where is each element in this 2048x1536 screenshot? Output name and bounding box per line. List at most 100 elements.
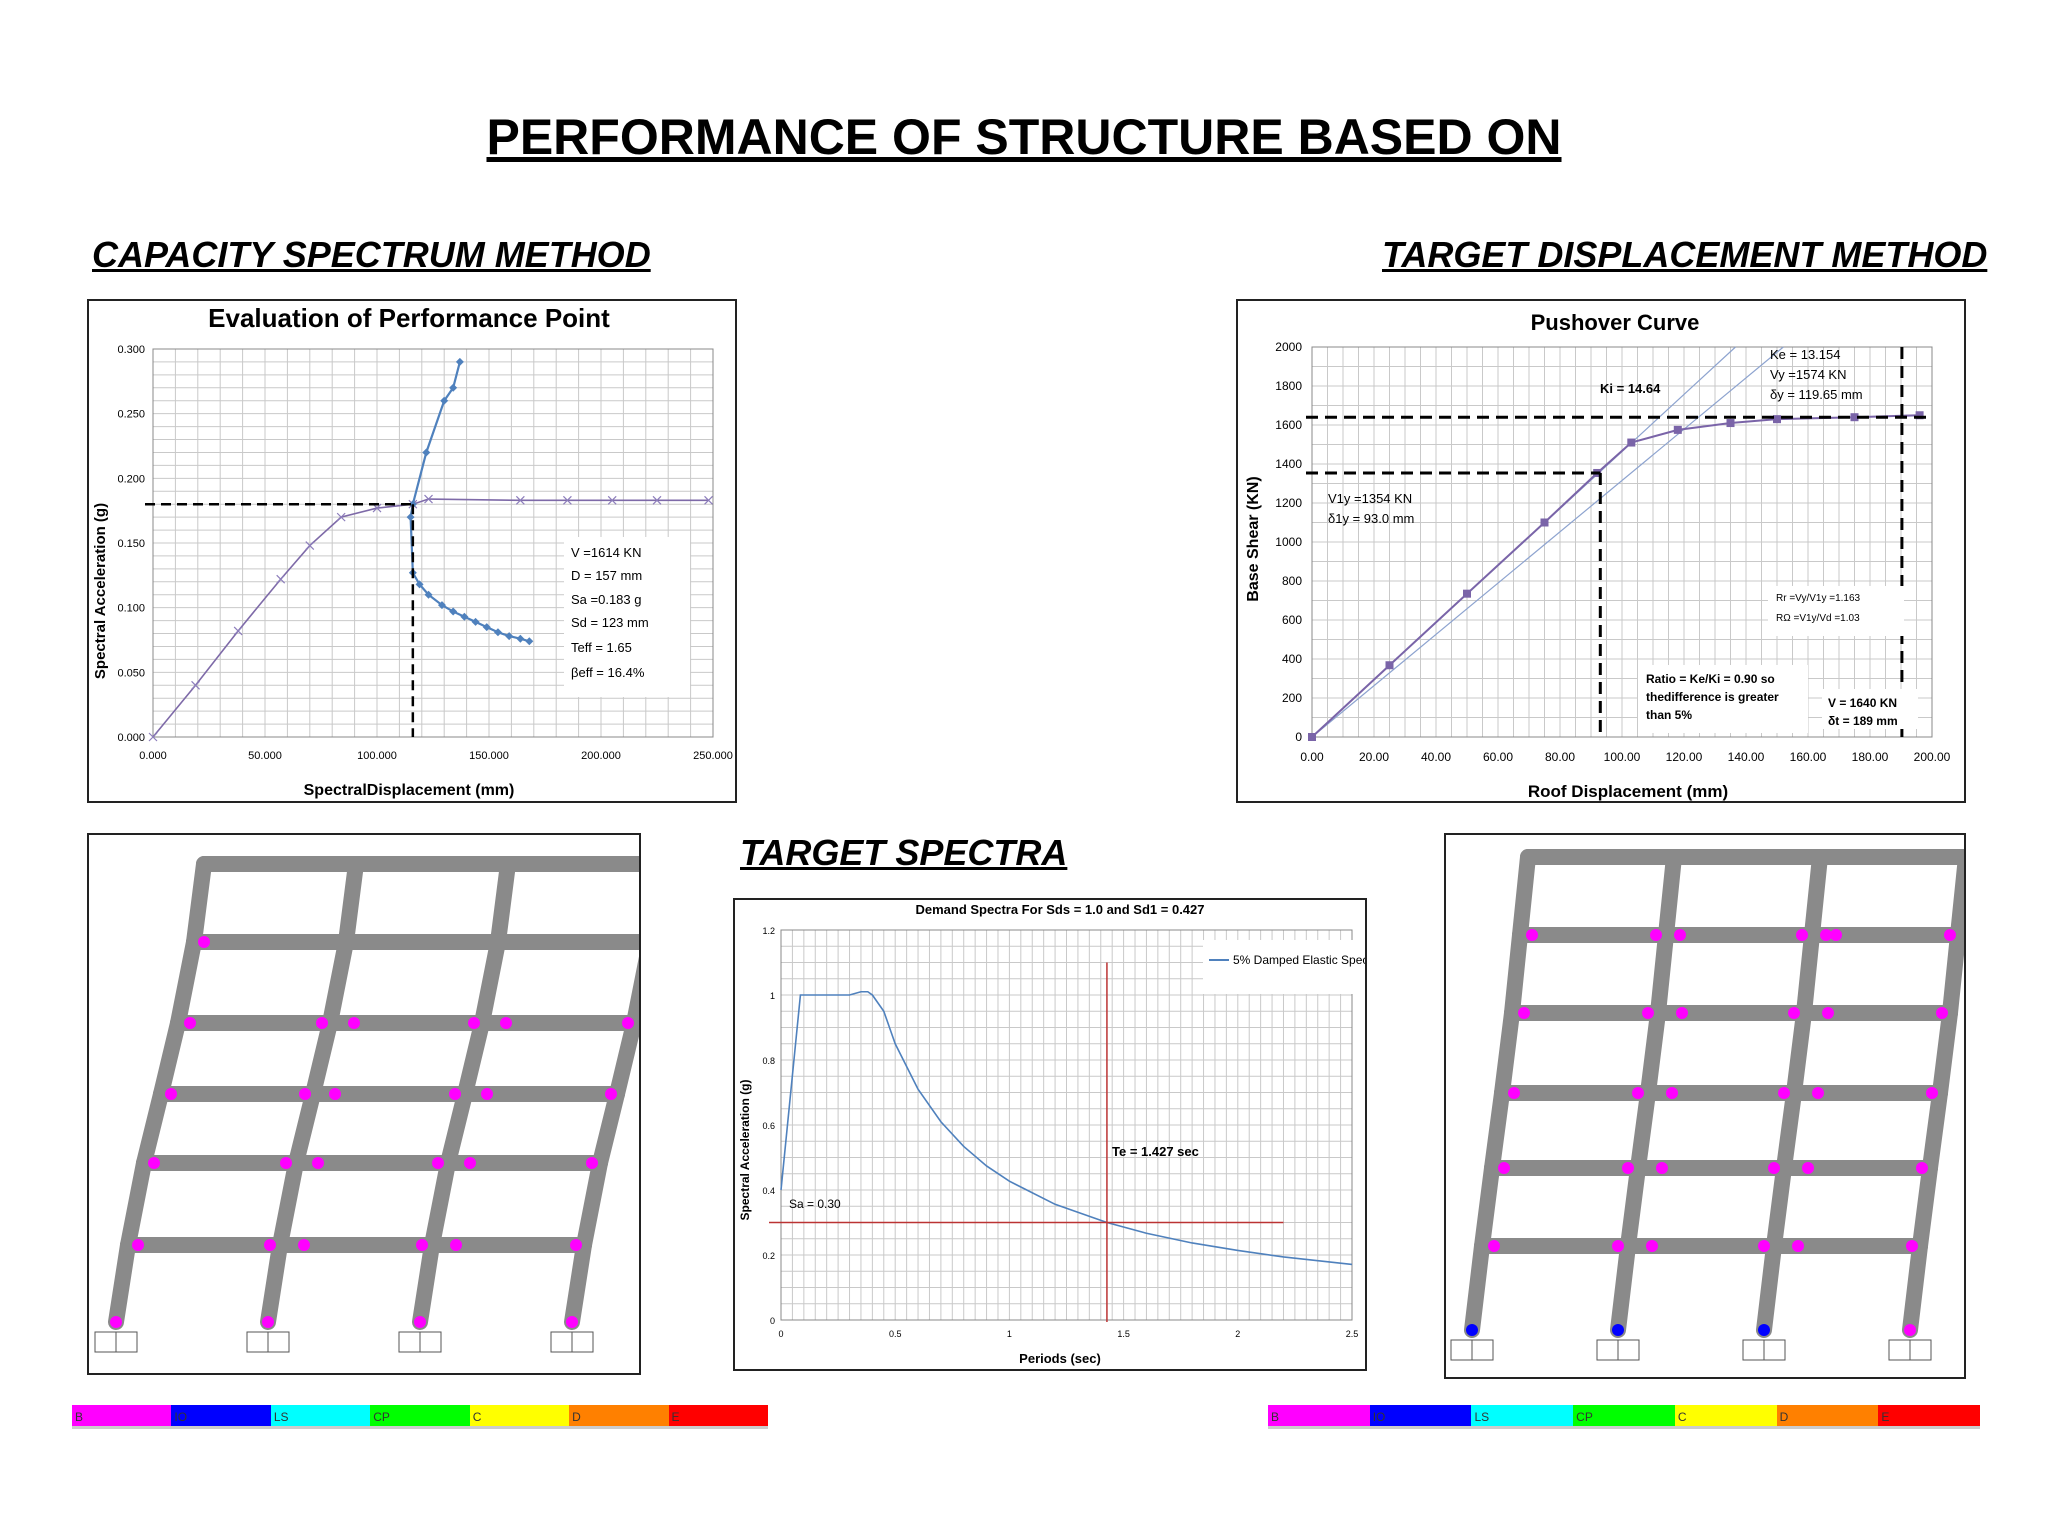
plastic-hinge bbox=[1936, 1007, 1948, 1019]
frame-column bbox=[1932, 1005, 1958, 1101]
x-tick-label: 20.00 bbox=[1359, 750, 1389, 764]
frame-deformed-shape-right bbox=[1444, 833, 1974, 1379]
plastic-hinge bbox=[566, 1316, 578, 1328]
plastic-hinge bbox=[464, 1157, 476, 1169]
demand-point bbox=[437, 601, 446, 610]
demand-point bbox=[525, 637, 534, 646]
result-box bbox=[1822, 689, 1918, 729]
frame-column bbox=[1610, 1238, 1636, 1338]
frame-column bbox=[440, 1086, 473, 1171]
plastic-hinge bbox=[622, 1017, 634, 1029]
frame-column bbox=[1640, 1005, 1666, 1101]
frame-diagram-right bbox=[1450, 849, 1974, 1361]
legend-swatch-b: B bbox=[72, 1405, 172, 1429]
annotation: Sd = 123 mm bbox=[571, 615, 649, 630]
plastic-hinge bbox=[468, 1017, 480, 1029]
plastic-hinge bbox=[1904, 1324, 1916, 1336]
x-tick-label: 100.000 bbox=[357, 750, 397, 762]
hinge-state-legend-right: B IO LS CP C D E bbox=[1268, 1405, 1981, 1429]
demand-point bbox=[424, 590, 433, 599]
legend-swatch-e: E bbox=[668, 1405, 768, 1429]
capacity-point bbox=[233, 626, 243, 636]
x-tick-label: 0 bbox=[778, 1329, 783, 1339]
plastic-hinge bbox=[165, 1088, 177, 1100]
pushover-point bbox=[1627, 438, 1636, 447]
frame-column bbox=[288, 1086, 321, 1171]
plastic-hinge bbox=[1802, 1162, 1814, 1174]
demand-point bbox=[449, 607, 458, 616]
plastic-hinge bbox=[262, 1316, 274, 1328]
frame-column bbox=[1630, 1085, 1656, 1176]
x-tick-label: 60.00 bbox=[1483, 750, 1513, 764]
frame-column bbox=[1902, 1238, 1928, 1338]
support-icon bbox=[267, 1331, 290, 1353]
frame-column bbox=[1512, 849, 1536, 943]
x-tick-label: 150.000 bbox=[469, 750, 509, 762]
frame-column bbox=[322, 934, 354, 1031]
x-tick-label: 1 bbox=[1007, 1329, 1012, 1339]
pushover-point bbox=[1726, 419, 1735, 428]
plastic-hinge bbox=[1656, 1162, 1668, 1174]
frame-column bbox=[108, 1237, 136, 1330]
annotation: Ratio = Ke/Ki = 0.90 so bbox=[1646, 672, 1775, 686]
annotation: Sa = 0.30 bbox=[789, 1197, 841, 1211]
plastic-hinge bbox=[1778, 1087, 1790, 1099]
x-tick-label: 180.00 bbox=[1852, 750, 1889, 764]
y-tick-label: 1600 bbox=[1275, 418, 1302, 432]
plastic-hinge bbox=[1666, 1087, 1678, 1099]
plastic-hinge bbox=[1812, 1087, 1824, 1099]
demand-point bbox=[482, 623, 491, 632]
frame-column bbox=[1786, 1005, 1812, 1101]
annotation: δ1y = 93.0 mm bbox=[1328, 511, 1414, 526]
y-tick-label: 1800 bbox=[1275, 379, 1302, 393]
demand-point bbox=[415, 580, 424, 589]
target-spectra-heading: TARGET SPECTRA bbox=[740, 832, 1068, 873]
annotation: Sa =0.183 g bbox=[571, 592, 641, 607]
y-tick-label: 0.8 bbox=[762, 1056, 775, 1066]
frame-column bbox=[1494, 1005, 1520, 1101]
plastic-hinge bbox=[329, 1088, 341, 1100]
y-tick-label: 0.000 bbox=[117, 732, 145, 744]
ke-stiffness-line bbox=[1311, 346, 1784, 738]
annotation: Rr =Vy/V1y =1.163 bbox=[1776, 593, 1861, 604]
legend-swatch-io: IO bbox=[171, 1405, 271, 1429]
capacity-point bbox=[562, 495, 572, 505]
annotation: V =1614 KN bbox=[571, 545, 641, 560]
demand-point bbox=[449, 383, 458, 392]
plastic-hinge bbox=[570, 1239, 582, 1251]
x-tick-label: 0.00 bbox=[1300, 750, 1324, 764]
capacity-point bbox=[276, 574, 286, 584]
frame-column bbox=[338, 856, 364, 950]
annotation: βeff = 16.4% bbox=[571, 665, 645, 680]
x-tick-label: 0.000 bbox=[139, 750, 167, 762]
capacity-point bbox=[652, 495, 662, 505]
frame-column bbox=[576, 1155, 608, 1253]
plastic-hinge bbox=[148, 1157, 160, 1169]
frame-column bbox=[424, 1155, 456, 1253]
y-tick-label: 1400 bbox=[1275, 457, 1302, 471]
plastic-hinge bbox=[280, 1157, 292, 1169]
plastic-hinge bbox=[298, 1239, 310, 1251]
demand-point bbox=[493, 628, 502, 637]
plot-area bbox=[152, 348, 714, 738]
plastic-hinge bbox=[1646, 1240, 1658, 1252]
frame-column bbox=[457, 1015, 490, 1102]
demand-point bbox=[455, 357, 464, 366]
annotation: than 5% bbox=[1646, 708, 1692, 722]
pushover-point bbox=[1773, 415, 1781, 424]
support-icon bbox=[398, 1331, 421, 1353]
x-tick-label: 160.00 bbox=[1790, 750, 1827, 764]
frame-column bbox=[412, 1237, 440, 1330]
capacity-point bbox=[424, 494, 433, 504]
legend-swatch-io: IO bbox=[1369, 1405, 1472, 1429]
annotation-box bbox=[564, 537, 690, 697]
plastic-hinge bbox=[316, 1017, 328, 1029]
plot-area bbox=[780, 929, 1353, 1321]
plastic-hinge bbox=[1792, 1240, 1804, 1252]
support-icon bbox=[1742, 1339, 1765, 1361]
demand-spectra-chart: Demand Spectra For Sds = 1.0 and Sd1 = 0… bbox=[738, 902, 1383, 1366]
demand-point bbox=[516, 634, 525, 643]
plastic-hinge bbox=[416, 1239, 428, 1251]
plot-area bbox=[1311, 346, 1933, 738]
plastic-hinge bbox=[1676, 1007, 1688, 1019]
